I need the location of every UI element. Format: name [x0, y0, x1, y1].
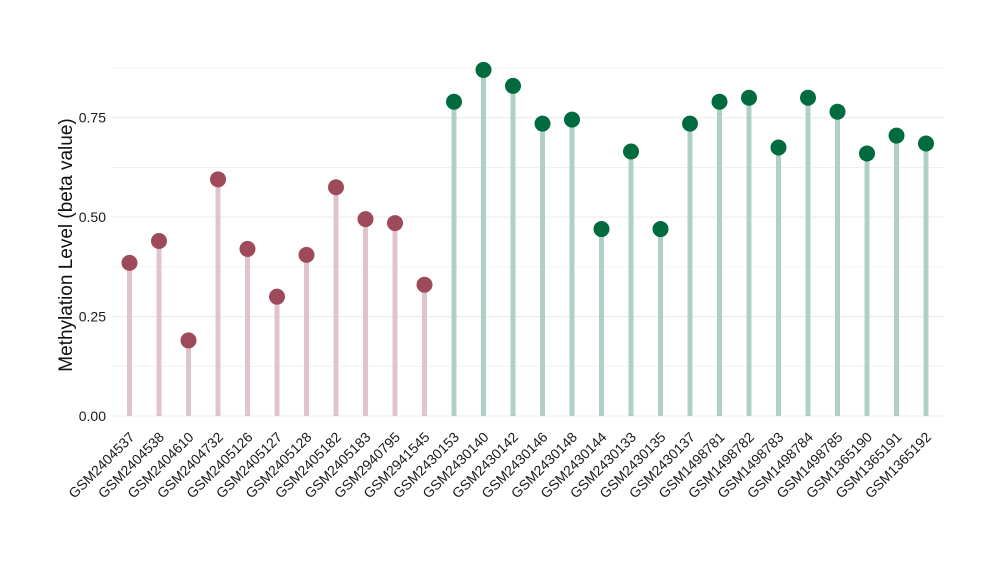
data-point	[416, 276, 433, 293]
data-point	[711, 93, 728, 110]
data-point	[328, 179, 344, 196]
x-axis-ticks: GSM2404537GSM2404538GSM2404610GSM2404732…	[65, 429, 934, 502]
lollipop-stems	[127, 69, 929, 416]
data-point	[151, 232, 167, 249]
data-point	[534, 115, 551, 132]
data-point	[121, 254, 138, 271]
data-point	[269, 288, 285, 305]
data-point	[800, 89, 816, 106]
data-point	[239, 240, 256, 257]
y-tick-label: 0.75	[79, 110, 106, 126]
data-point	[446, 93, 462, 110]
data-point	[770, 139, 787, 156]
data-point	[505, 77, 521, 94]
data-point	[652, 221, 669, 238]
data-point	[298, 246, 315, 263]
data-point	[475, 61, 492, 78]
data-point	[918, 135, 934, 152]
y-axis-ticks: 0.00 0.25 0.50 0.75	[79, 110, 106, 424]
data-point	[682, 115, 698, 132]
data-point	[593, 221, 610, 238]
lollipop-points	[121, 61, 934, 349]
y-tick-label: 0.50	[79, 209, 106, 225]
data-point	[888, 127, 905, 144]
grid-lines	[112, 67, 944, 417]
data-point	[210, 171, 226, 188]
data-point	[357, 211, 374, 228]
data-point	[387, 215, 403, 232]
data-point	[741, 89, 757, 106]
data-point	[564, 111, 580, 128]
data-point	[829, 103, 846, 120]
data-point	[180, 332, 197, 349]
data-point	[859, 145, 875, 162]
y-tick-label: 0.25	[79, 309, 106, 325]
data-point	[623, 143, 639, 160]
y-axis-title: Methylation Level (beta value)	[56, 118, 77, 371]
y-tick-label: 0.00	[79, 408, 106, 424]
